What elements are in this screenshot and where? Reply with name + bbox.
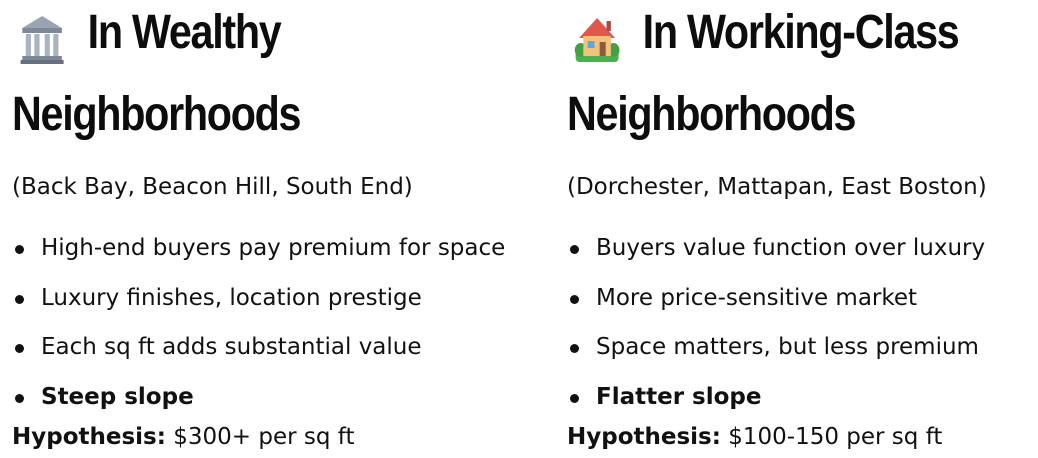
houses-icon	[574, 6, 620, 62]
working-class-title-line2: Neighborhoods	[567, 88, 857, 141]
wealthy-column: In Wealthy Neighborhoods (Back Bay, Beac…	[12, 0, 532, 450]
list-item: Each sq ft adds substantial value	[12, 323, 532, 373]
wealthy-subtitle: (Back Bay, Beacon Hill, South End)	[12, 174, 413, 200]
working-class-bullet-list: Buyers value function over luxury More p…	[567, 224, 1037, 422]
list-item: More price-sensitive market	[567, 274, 1037, 324]
hypothesis-label: Hypothesis:	[12, 424, 166, 450]
list-item: Luxury finishes, location prestige	[12, 274, 532, 324]
wealthy-bullet-list: High-end buyers pay premium for space Lu…	[12, 224, 532, 422]
list-item: Steep slope	[12, 373, 532, 423]
wealthy-hypothesis: Hypothesis: $300+ per sq ft	[12, 422, 355, 452]
wealthy-title-line1: In Wealthy	[12, 0, 459, 78]
wealthy-title-text: In Wealthy	[87, 6, 282, 59]
wealthy-title-line2: Neighborhoods	[12, 88, 302, 141]
working-class-subtitle: (Dorchester, Mattapan, East Boston)	[567, 174, 987, 200]
hypothesis-value: $100-150 per sq ft	[720, 424, 943, 450]
hypothesis-value: $300+ per sq ft	[165, 424, 355, 450]
working-class-title-line1: In Working-Class	[567, 0, 971, 78]
list-item: Flatter slope	[567, 373, 1037, 423]
classical-building-icon	[19, 6, 65, 64]
working-class-title-text: In Working-Class	[642, 6, 960, 59]
list-item: High-end buyers pay premium for space	[12, 224, 532, 274]
hypothesis-label: Hypothesis:	[567, 424, 721, 450]
list-item: Space matters, but less premium	[567, 323, 1037, 373]
working-class-column: In Working-Class Neighborhoods (Dorchest…	[567, 0, 1037, 450]
working-class-hypothesis: Hypothesis: $100-150 per sq ft	[567, 422, 942, 452]
list-item: Buyers value function over luxury	[567, 224, 1037, 274]
